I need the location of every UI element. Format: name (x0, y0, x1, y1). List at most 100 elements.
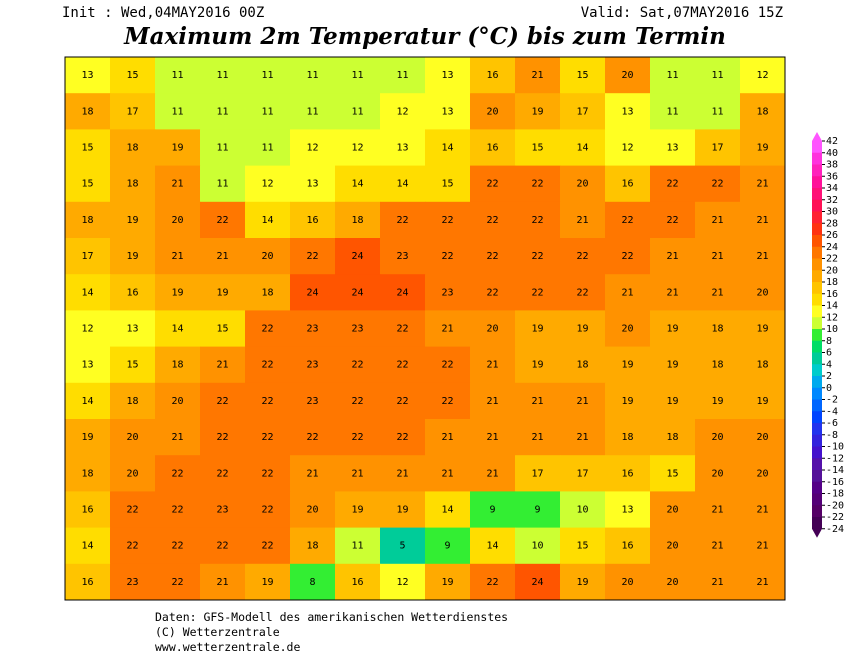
temp-label: 13 (81, 70, 93, 81)
temp-cell (110, 57, 156, 94)
temp-label: 21 (486, 468, 498, 479)
temp-cell (290, 274, 336, 311)
temp-cell (155, 129, 201, 167)
temp-label: 22 (396, 396, 408, 407)
temp-label: 16 (486, 70, 498, 81)
temp-label: 16 (81, 577, 93, 588)
temp-cell (290, 527, 336, 565)
footer-url: www.wetterzentrale.de (155, 640, 300, 654)
temp-cell (245, 310, 291, 348)
colorbar-label: -2 (826, 395, 838, 406)
valid-time: Valid: Sat,07MAY2016 15Z (581, 5, 783, 21)
colorbar-label: 42 (826, 136, 838, 147)
temp-label: 22 (306, 251, 318, 262)
temp-cell (695, 310, 741, 348)
temp-label: 22 (351, 432, 363, 443)
colorbar-label: -8 (826, 430, 838, 441)
temp-label: 22 (531, 215, 543, 226)
temp-cell (560, 57, 606, 94)
temp-label: 11 (216, 106, 228, 117)
temp-label: 22 (216, 215, 228, 226)
colorbar-label: 22 (826, 254, 838, 265)
temp-cell (335, 346, 381, 384)
temp-label: 21 (576, 215, 588, 226)
temp-label: 14 (81, 287, 93, 298)
temp-cell (290, 310, 336, 348)
temp-label: 19 (216, 287, 228, 298)
temp-label: 22 (666, 215, 678, 226)
temp-cell (155, 563, 201, 601)
temp-cell (335, 310, 381, 348)
temp-cell (380, 346, 426, 384)
temp-cell (470, 527, 516, 565)
temp-label: 22 (441, 215, 453, 226)
temp-label: 24 (351, 251, 363, 262)
temp-label: 15 (531, 143, 543, 154)
temp-cell (425, 455, 471, 492)
temp-cell (740, 419, 786, 456)
temp-cell (425, 165, 471, 203)
temp-cell (425, 527, 471, 565)
temp-label: 12 (621, 143, 633, 154)
temp-cell (335, 455, 381, 492)
temp-label: 22 (216, 468, 228, 479)
temp-cell (110, 238, 156, 275)
temp-cell (740, 165, 786, 203)
temp-label: 15 (81, 143, 93, 154)
temp-cell (65, 165, 111, 203)
temp-label: 19 (756, 143, 768, 154)
temp-label: 21 (171, 432, 183, 443)
temp-cell (335, 527, 381, 565)
temp-cell (560, 346, 606, 384)
temp-label: 19 (531, 360, 543, 371)
temp-cell (155, 419, 201, 456)
temp-label: 22 (261, 360, 273, 371)
temp-label: 18 (666, 432, 678, 443)
temp-label: 22 (261, 432, 273, 443)
temp-cell (740, 93, 786, 130)
temp-cell (605, 93, 651, 130)
temp-label: 15 (216, 324, 228, 335)
temp-label: 17 (126, 106, 138, 117)
temp-label: 21 (711, 541, 723, 552)
colorbar-label: -14 (826, 465, 844, 476)
colorbar-band (812, 387, 822, 400)
temp-cell (470, 382, 516, 420)
map-frame (64, 56, 786, 601)
temp-cell (110, 563, 156, 601)
temp-cell (200, 419, 246, 456)
colorbar-band (812, 446, 822, 459)
temp-cell (695, 419, 741, 456)
temp-cell (425, 93, 471, 130)
temp-label: 19 (126, 251, 138, 262)
temp-label: 19 (531, 324, 543, 335)
temp-label: 18 (756, 360, 768, 371)
temp-label: 19 (171, 143, 183, 154)
temp-cell (470, 93, 516, 130)
temp-label: 11 (171, 70, 183, 81)
temp-label: 18 (81, 106, 93, 117)
temp-label: 11 (306, 70, 318, 81)
temp-cell (560, 201, 606, 239)
temp-label: 19 (441, 577, 453, 588)
temp-label: 12 (396, 106, 408, 117)
temp-label: 15 (666, 468, 678, 479)
temp-cell (740, 346, 786, 384)
temp-label: 19 (711, 396, 723, 407)
temp-cell (605, 382, 651, 420)
temp-cell (695, 382, 741, 420)
temp-cell (605, 238, 651, 275)
temp-label: 20 (666, 577, 678, 588)
temp-label: 18 (621, 432, 633, 443)
temp-cell (380, 491, 426, 529)
temp-label: 24 (306, 287, 318, 298)
temp-cell (515, 455, 561, 492)
temp-cell (650, 274, 696, 311)
temp-label: 19 (756, 396, 768, 407)
temp-label: 22 (621, 251, 633, 262)
temp-cell (470, 201, 516, 239)
temp-cell (200, 238, 246, 275)
temp-cell (605, 491, 651, 529)
temp-cell (110, 93, 156, 130)
temp-label: 22 (171, 505, 183, 516)
